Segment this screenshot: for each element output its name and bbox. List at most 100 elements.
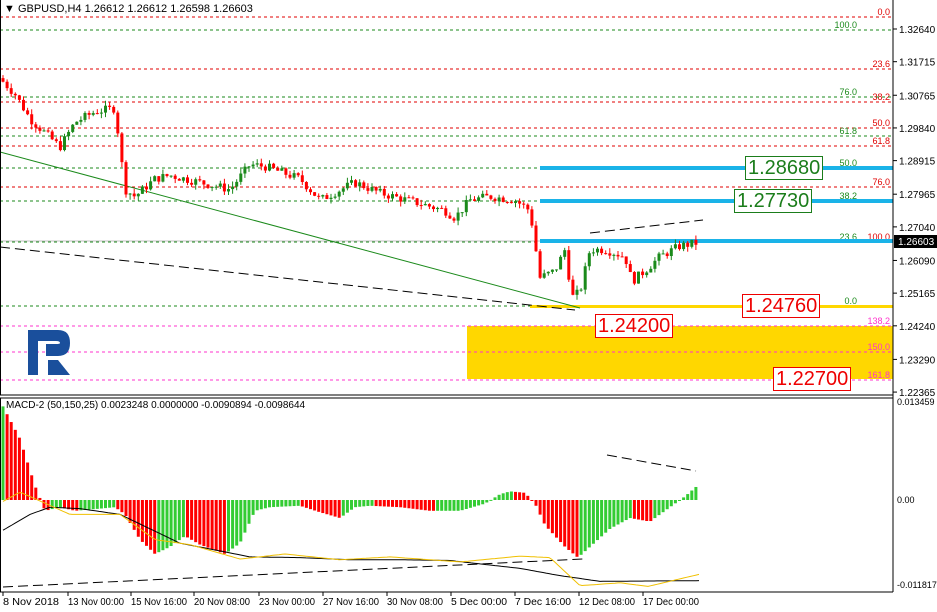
time-tick-label: 7 Dec 16:00 [515, 597, 571, 608]
candle-body [686, 242, 690, 247]
macd-histogram-bar [313, 500, 317, 511]
candle-body [329, 197, 333, 199]
candle-body [370, 187, 374, 191]
candle-body [190, 182, 194, 185]
macd-histogram-bar [153, 500, 157, 554]
candle-body [333, 196, 337, 198]
macd-histogram-bar [637, 500, 640, 520]
candle-body [206, 184, 210, 188]
candle-body [518, 201, 522, 204]
macd-histogram-bar [395, 500, 399, 508]
candle-body [530, 209, 534, 226]
candle-body [91, 113, 95, 115]
candle-body [563, 250, 567, 257]
level-label-1-27730: 1.27730 [734, 189, 813, 213]
macd-histogram-bar [550, 500, 554, 534]
macd-histogram-bar [419, 500, 423, 510]
macd-histogram-bar [378, 500, 382, 507]
candle-body [136, 193, 140, 197]
candle-body [358, 182, 362, 187]
price-tick-label: 1.24240 [899, 322, 936, 333]
macd-histogram-bar [456, 500, 460, 511]
candle-body [456, 212, 460, 221]
macd-histogram [1, 406, 700, 588]
price-tick-label: 1.23290 [899, 355, 936, 366]
candle-body [341, 188, 345, 192]
macd-histogram-bar [54, 500, 58, 509]
macd-histogram-bar [91, 500, 95, 510]
candle-body [112, 106, 116, 113]
candle-body [161, 174, 165, 182]
candle-body [186, 177, 189, 183]
candle-body [17, 95, 21, 100]
macd-histogram-bar [186, 500, 189, 538]
fib-green-label: 38.2 [839, 191, 857, 201]
time-tick-label: 27 Nov 16:00 [323, 597, 379, 608]
macd-histogram-bar [83, 500, 87, 510]
fib-red-label: 50.0 [872, 118, 890, 128]
price-tick-label: 1.30765 [899, 91, 936, 102]
time-tick-label: 5 Dec 00:00 [451, 597, 507, 608]
macd-histogram-bar [596, 500, 599, 541]
candle-body [423, 204, 427, 206]
macd-histogram-bar [448, 500, 452, 511]
candle-body [669, 248, 673, 257]
macd-histogram-bar [202, 500, 206, 547]
candle-body [678, 244, 681, 250]
time-tick-label: 23 Nov 00:00 [259, 597, 315, 608]
macd-trendline-dashed [2, 558, 584, 588]
candle-body [579, 289, 583, 291]
macd-histogram-bar [263, 500, 267, 509]
fib-green-label: 23.6 [839, 232, 857, 242]
candle-body [153, 176, 157, 182]
macd-histogram-bar [120, 500, 124, 513]
collapse-triangle-icon[interactable]: ▼ [4, 3, 15, 15]
macd-histogram-bar [169, 500, 173, 547]
macd-histogram-bar [284, 500, 288, 507]
price-tick-label: 1.26090 [899, 256, 936, 267]
macd-histogram-bar [157, 500, 161, 553]
candle-body [210, 186, 214, 188]
fib-red-label: 76.0 [872, 177, 890, 187]
candle-body [5, 81, 9, 89]
candle-body [641, 271, 645, 276]
price-tick-label: 1.25165 [899, 289, 936, 300]
candle-body [571, 279, 575, 295]
macd-histogram-bar [288, 500, 292, 507]
candle-body [690, 239, 694, 247]
candle-body [591, 252, 595, 254]
support-resistance-level [540, 166, 893, 170]
candle-body [116, 112, 120, 134]
candle-body [411, 197, 415, 199]
candle-body [600, 248, 604, 254]
macd-histogram-bar [624, 500, 628, 521]
macd-histogram-bar [423, 500, 427, 511]
candle-body [67, 131, 71, 137]
trendline-dashed-upper [589, 219, 704, 234]
macd-line [2, 491, 700, 587]
macd-histogram-bar [567, 500, 571, 550]
candle-body [157, 176, 161, 182]
macd-histogram-bar [628, 500, 632, 519]
candle-body [620, 256, 624, 258]
macd-histogram-bar [350, 500, 353, 510]
macd-histogram-bar [243, 500, 247, 533]
candle-body [87, 112, 91, 115]
time-tick-label: 20 Nov 08:00 [194, 597, 250, 608]
candle-body [255, 163, 259, 165]
candle-body [145, 186, 148, 190]
macd-histogram-bar [559, 500, 563, 543]
candle-body [227, 189, 230, 192]
candle-body [350, 180, 353, 183]
candle-body [546, 271, 550, 274]
candle-body [653, 260, 657, 269]
macd-histogram-bar [641, 500, 645, 521]
macd-histogram-bar [432, 500, 435, 511]
candle-body [71, 124, 75, 132]
candle-body [169, 175, 173, 177]
macd-histogram-bar [177, 500, 181, 541]
macd-histogram-bar [272, 500, 276, 508]
candle-body [325, 195, 329, 199]
candle-body [403, 197, 407, 202]
